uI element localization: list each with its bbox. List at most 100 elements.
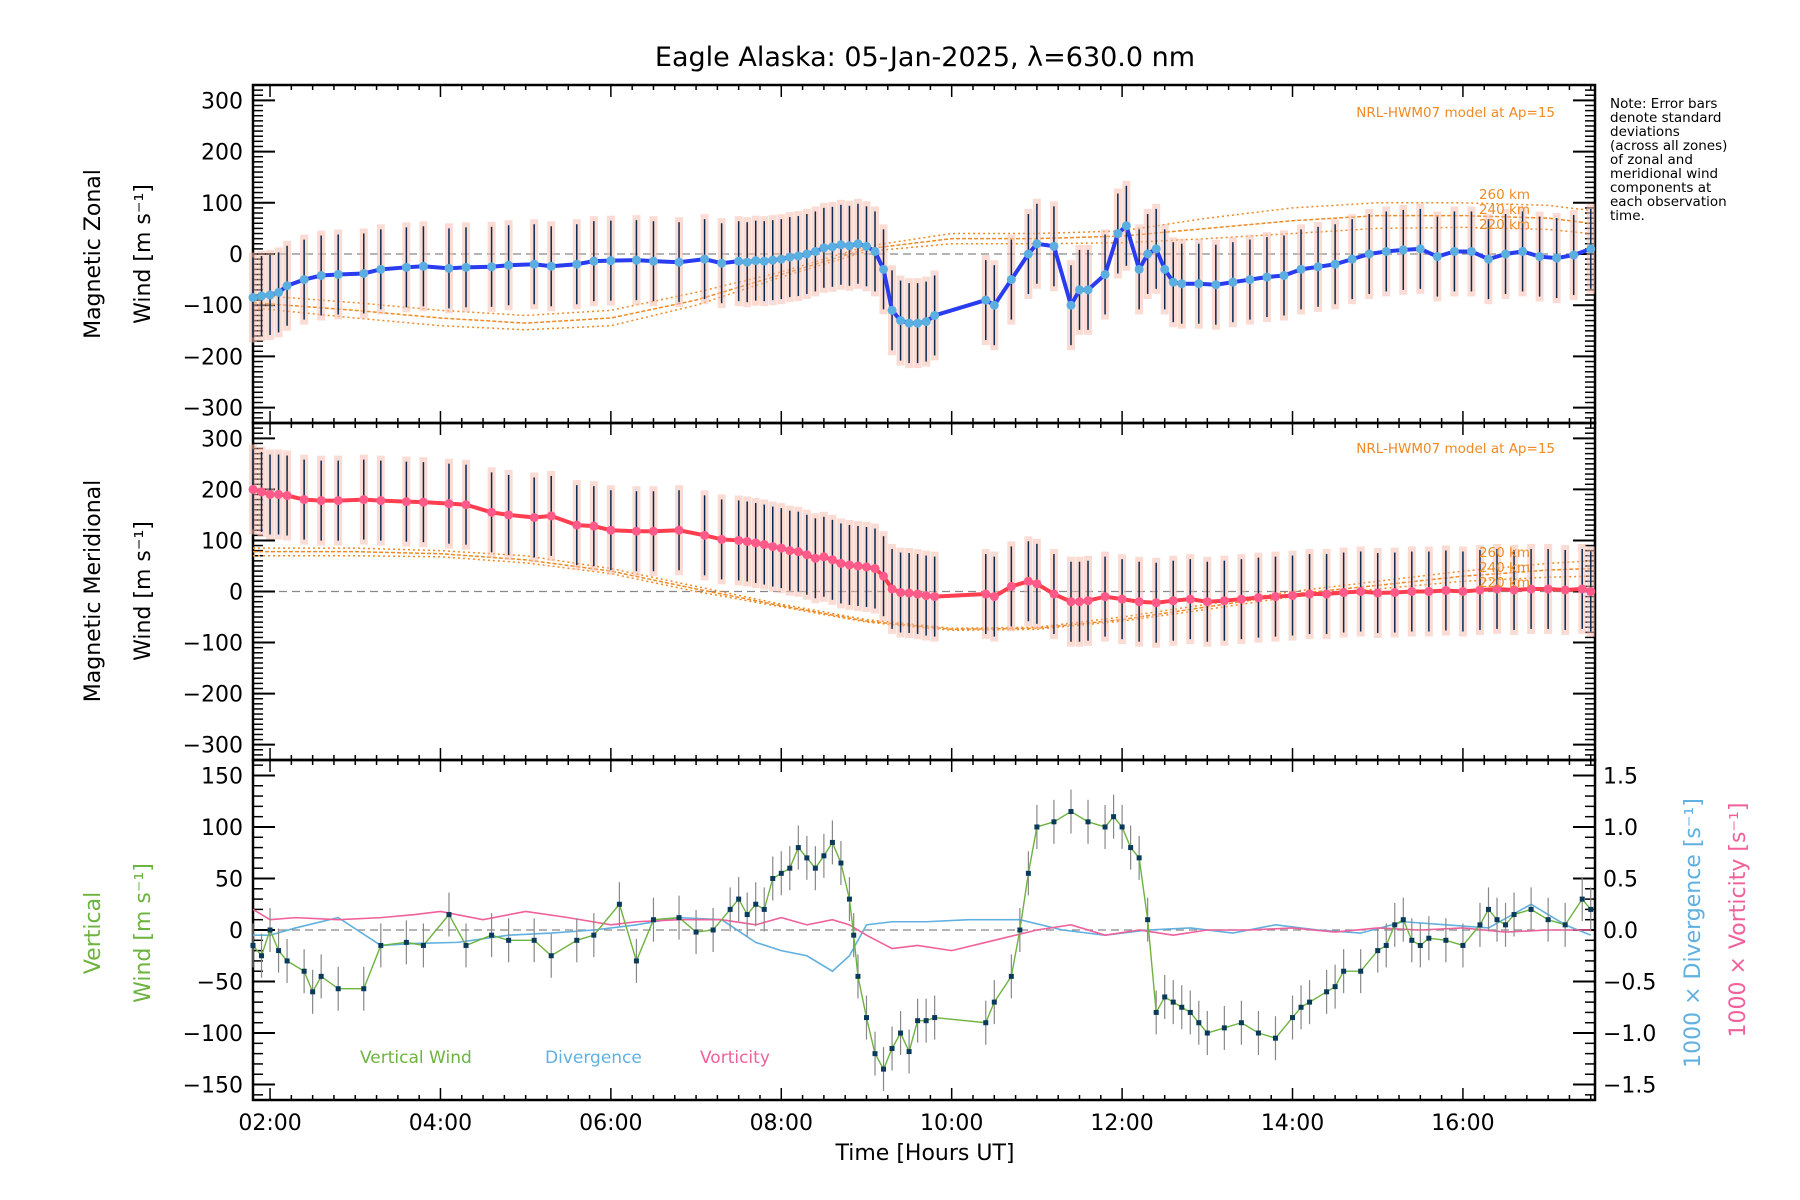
mean-wind-point [1066,300,1076,310]
mean-wind-point [401,262,411,272]
mean-wind-point [1483,254,1493,264]
mean-wind-point [1143,249,1153,259]
mean-wind-point [1151,598,1161,608]
vertical-wind-point [846,896,852,902]
mean-wind-point [401,497,411,507]
zonal-alt-label-260: 260 km [1479,187,1530,203]
mean-wind-point [1552,253,1562,263]
y2-tick-label: 0.0 [1603,919,1638,944]
mean-wind-point [836,240,846,250]
meridional-alt-label-220: 220 km [1479,575,1530,591]
mean-wind-point [742,536,752,546]
mean-wind-point [1441,585,1451,595]
mean-wind-point [870,246,880,256]
y-tick-label: −300 [183,397,243,422]
y-tick-label: −200 [183,345,243,370]
mean-wind-point [1424,587,1434,596]
x-tick-label: 08:00 [750,1111,813,1136]
mean-wind-point [700,530,710,540]
y-tick-label: 100 [201,529,243,554]
mean-wind-point [257,487,267,497]
mean-wind-point [487,262,497,272]
vertical-wind-point [1187,1009,1193,1015]
vertical-wind-point [923,1018,929,1024]
mean-wind-point [836,558,846,568]
mean-wind-point [989,300,999,310]
mean-wind-point [461,500,471,510]
vertical-wind-point [1460,942,1466,948]
mean-wind-point [1100,592,1110,602]
mean-wind-point [1381,246,1391,256]
mean-wind-point [913,318,923,328]
mean-wind-point [802,550,812,560]
vertical-wind-point [906,1049,912,1055]
vertical-wind-point [1136,855,1142,861]
mean-wind-point [827,555,837,565]
vertical-wind-point [1579,896,1585,902]
mean-wind-point [674,525,684,535]
note-line: each observation [1610,194,1727,210]
mean-wind-point [1168,596,1178,606]
mean-wind-point [930,592,940,602]
vertical-wind-point [463,942,469,948]
vertical-wind-point [710,927,716,933]
mean-wind-point [827,242,837,252]
vertical-wind-point [574,937,580,943]
note-line: denote standard [1610,110,1721,126]
vertical-wind-point [863,1015,869,1021]
mean-wind-point [759,540,769,550]
mean-wind-point [1296,264,1306,274]
mean-wind-point [887,584,897,594]
mean-wind-point [333,269,343,279]
y2-tick-label: 1.0 [1603,816,1638,841]
vertical-wind-point [420,942,426,948]
vertical-wind-point [1332,984,1338,990]
mean-wind-point [572,520,582,530]
mean-wind-point [861,241,871,251]
vertical-wind-point [1204,1030,1210,1036]
mean-wind-point [1075,597,1085,607]
vertical-wind-point [736,896,742,902]
mean-wind-point [265,489,275,499]
mean-wind-point [418,497,428,507]
vertical-wind-point [1025,870,1031,876]
vertical-wind-point [1051,819,1057,825]
vertical-wind-point [1179,1004,1185,1010]
mean-wind-point [844,241,854,251]
y-tick-label: −100 [183,1022,243,1047]
vertical-wind-point [633,958,639,964]
meridional-wind-panel: −300 −200 −100 0 100 200 300 [183,421,1597,762]
note-line: Note: Error bars [1610,96,1717,112]
mean-wind-point [1023,249,1033,259]
mean-wind-point [887,305,897,315]
mean-wind-line [252,487,1592,605]
vertical-wind-point [1017,927,1023,933]
vertical-wind-point [1307,999,1313,1005]
mean-wind-point [1168,277,1178,287]
mean-wind-point [1202,597,1212,607]
x-tick-label: 16:00 [1431,1111,1494,1136]
mean-wind-point [768,255,778,265]
mean-wind-point [1245,275,1255,285]
mean-wind-point [444,263,454,273]
mean-wind-point [1083,596,1093,606]
meridional-ylabel-line2: Wind [m s⁻¹] [131,521,156,661]
vertical-wind-point [1409,937,1415,943]
y-tick-label: −150 [183,1074,243,1099]
mean-wind-point [1279,271,1289,281]
vertical-wind-point [1341,968,1347,974]
vertical-wind-point [506,937,512,943]
mean-wind-point [376,496,386,506]
mean-wind-point [589,521,599,531]
mean-wind-point [921,591,931,601]
mean-wind-point [1356,587,1366,596]
mean-wind-point [487,507,497,517]
mean-wind-point [1049,241,1059,251]
y2-tick-label: −1.5 [1603,1074,1656,1099]
mean-wind-point [359,268,369,278]
mean-wind-point [879,264,889,274]
y-tick-label: 0 [229,581,243,606]
mean-wind-point [751,538,761,548]
mean-wind-point [1151,244,1161,254]
mean-wind-point [648,526,658,536]
